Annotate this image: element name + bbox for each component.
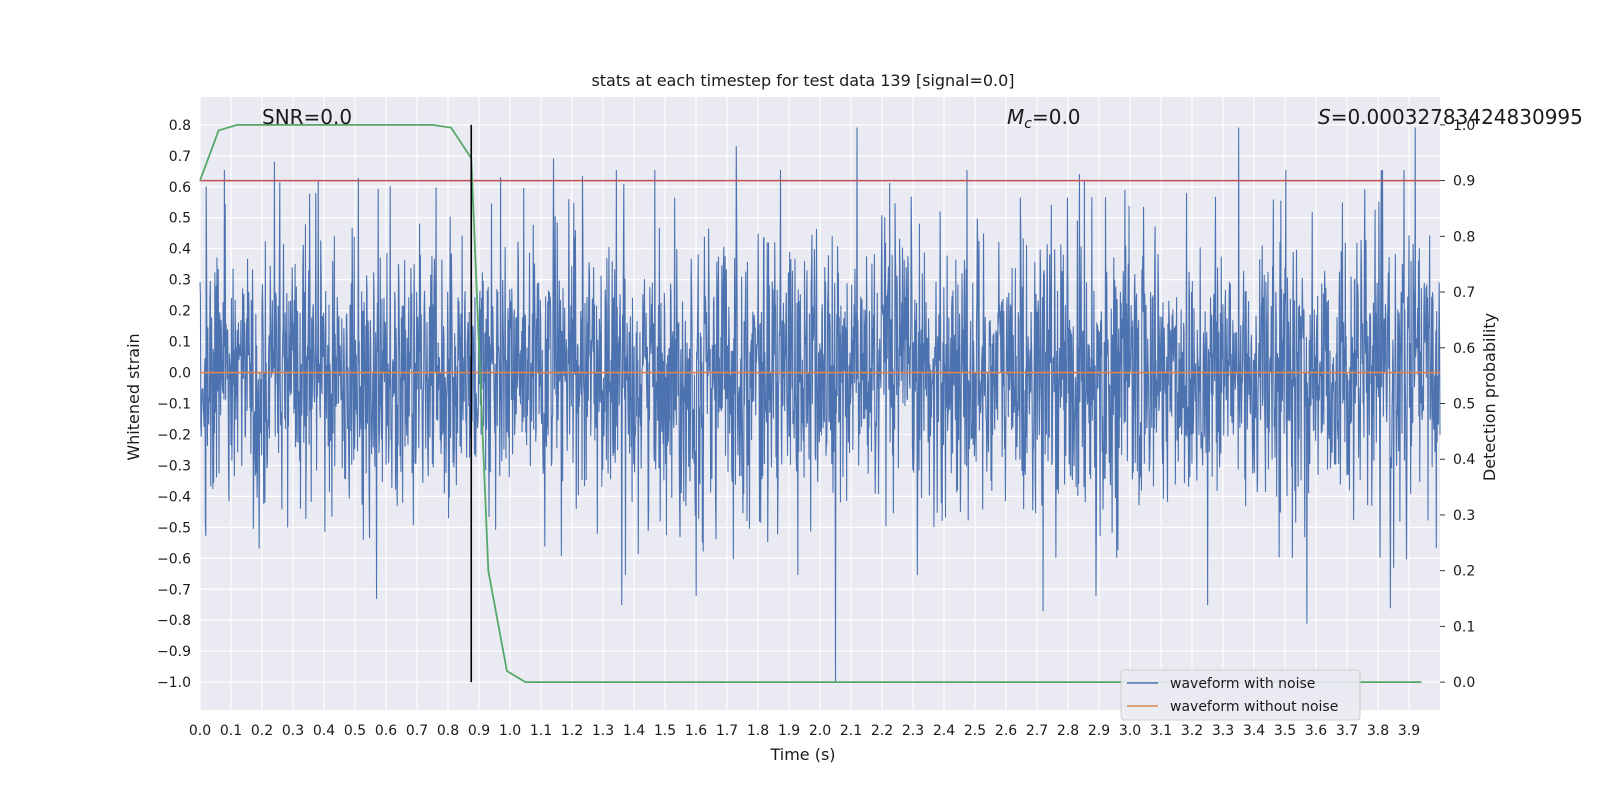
y2-tick-label: 1.0 <box>1453 118 1475 134</box>
legend-box <box>1120 669 1361 721</box>
y2-tick-label: 0.9 <box>1453 174 1475 190</box>
y2-tick-label: 0.3 <box>1453 508 1475 524</box>
x-tick-label: 2.3 <box>902 723 924 739</box>
x-tick-label: 3.6 <box>1305 723 1327 739</box>
x-tick-label: 3.0 <box>1119 723 1141 739</box>
y-tick-label: 0.3 <box>169 273 191 289</box>
legend: waveform with noise waveform without noi… <box>1120 669 1361 721</box>
legend-label-clean: waveform without noise <box>1170 699 1338 715</box>
y-tick-label: −0.3 <box>157 458 191 474</box>
x-tick-label: 2.6 <box>995 723 1017 739</box>
x-tick-label: 2.9 <box>1088 723 1110 739</box>
y-tick-label: 0.8 <box>169 118 191 134</box>
s-annotation: S=0.00032783424830995 <box>1318 105 1583 129</box>
y-tick-label: −0.8 <box>157 613 191 629</box>
y-tick-label: 0.2 <box>169 304 191 320</box>
chirp-mass-subscript: c <box>1024 116 1032 132</box>
x-tick-label: 0.1 <box>220 723 242 739</box>
y2-tick-label: 0.6 <box>1453 341 1475 357</box>
y-tick-label: −0.7 <box>157 582 191 598</box>
chirp-mass-value: =0.0 <box>1032 105 1081 129</box>
y-tick-label: −0.9 <box>157 644 191 660</box>
y2-axis-ticks: 1.0 0.9 0.8 0.7 0.6 0.5 0.4 0.3 0.2 0.1 0.0 <box>1440 118 1475 691</box>
x-tick-label: 1.7 <box>716 723 738 739</box>
y-tick-label: 0.7 <box>169 149 191 165</box>
x-tick-label: 2.2 <box>871 723 893 739</box>
x-tick-label: 0.7 <box>406 723 428 739</box>
y2-tick-label: 0.2 <box>1453 564 1475 580</box>
y-tick-label: −0.1 <box>157 397 191 413</box>
y-tick-label: −0.6 <box>157 551 191 567</box>
x-tick-label: 1.0 <box>499 723 521 739</box>
y-tick-label: −1.0 <box>157 675 191 691</box>
y-tick-label: −0.4 <box>157 489 191 505</box>
y2-tick-label: 0.4 <box>1453 452 1475 468</box>
x-tick-label: 2.0 <box>809 723 831 739</box>
x-tick-label: 3.4 <box>1243 723 1265 739</box>
x-tick-label: 0.4 <box>313 723 335 739</box>
x-tick-label: 2.8 <box>1057 723 1079 739</box>
y2-tick-label: 0.0 <box>1453 675 1475 691</box>
y2-tick-label: 0.7 <box>1453 285 1475 301</box>
x-axis-ticks: 0.0 0.1 0.2 0.3 0.4 0.5 0.6 0.7 0.8 0.9 1.0 1.1 1.2 1… <box>189 723 1420 739</box>
y-axis-label: Whitened strain <box>124 333 143 460</box>
x-tick-label: 3.8 <box>1367 723 1389 739</box>
series-layer <box>199 123 1441 684</box>
x-tick-label: 2.7 <box>1026 723 1048 739</box>
x-tick-label: 3.1 <box>1150 723 1172 739</box>
x-tick-label: 1.3 <box>592 723 614 739</box>
x-tick-label: 2.4 <box>933 723 955 739</box>
x-tick-label: 1.6 <box>685 723 707 739</box>
y-tick-label: 0.6 <box>169 180 191 196</box>
x-tick-label: 3.5 <box>1274 723 1296 739</box>
x-tick-label: 1.1 <box>530 723 552 739</box>
x-tick-label: 1.5 <box>654 723 676 739</box>
s-symbol: S <box>1318 105 1331 129</box>
y-tick-label: 0.5 <box>169 211 191 227</box>
y2-axis-label: Detection probability <box>1480 313 1499 481</box>
y2-tick-label: 0.8 <box>1453 229 1475 245</box>
x-tick-label: 0.5 <box>344 723 366 739</box>
x-tick-label: 0.0 <box>189 723 211 739</box>
y-axis-ticks: 0.8 0.7 0.6 0.5 0.4 0.3 0.2 0.1 0.0 −0.1 −0.2 −0.3 −… <box>157 118 191 691</box>
y-tick-label: 0.4 <box>169 242 191 258</box>
x-tick-label: 3.7 <box>1336 723 1358 739</box>
x-tick-label: 0.9 <box>468 723 490 739</box>
x-tick-label: 1.4 <box>623 723 645 739</box>
y-tick-label: −0.5 <box>157 520 191 536</box>
x-tick-label: 1.9 <box>778 723 800 739</box>
x-tick-label: 0.8 <box>437 723 459 739</box>
x-tick-label: 1.2 <box>561 723 583 739</box>
x-axis-label: Time (s) <box>769 745 835 764</box>
chirp-mass-annotation: Mc=0.0 <box>1007 105 1081 132</box>
x-tick-label: 0.3 <box>282 723 304 739</box>
snr-annotation: SNR=0.0 <box>262 105 352 129</box>
x-tick-label: 2.5 <box>964 723 986 739</box>
x-tick-label: 3.3 <box>1212 723 1234 739</box>
x-tick-label: 1.8 <box>747 723 769 739</box>
x-tick-label: 3.2 <box>1181 723 1203 739</box>
y-tick-label: 0.0 <box>169 366 191 382</box>
s-value: =0.00032783424830995 <box>1331 105 1583 129</box>
x-tick-label: 0.6 <box>375 723 397 739</box>
x-tick-label: 2.1 <box>840 723 862 739</box>
legend-label-noisy: waveform with noise <box>1170 676 1315 692</box>
x-tick-label: 3.9 <box>1398 723 1420 739</box>
x-tick-label: 0.2 <box>251 723 273 739</box>
series-waveform-with-noise <box>199 127 1441 683</box>
y2-tick-label: 0.5 <box>1453 397 1475 413</box>
chirp-mass-symbol: M <box>1007 105 1024 129</box>
y2-tick-label: 0.1 <box>1453 619 1475 635</box>
y-tick-label: 0.1 <box>169 335 191 351</box>
chart-title: stats at each timestep for test data 139… <box>591 71 1014 90</box>
y-tick-label: −0.2 <box>157 427 191 443</box>
grid-lines <box>199 97 1440 710</box>
